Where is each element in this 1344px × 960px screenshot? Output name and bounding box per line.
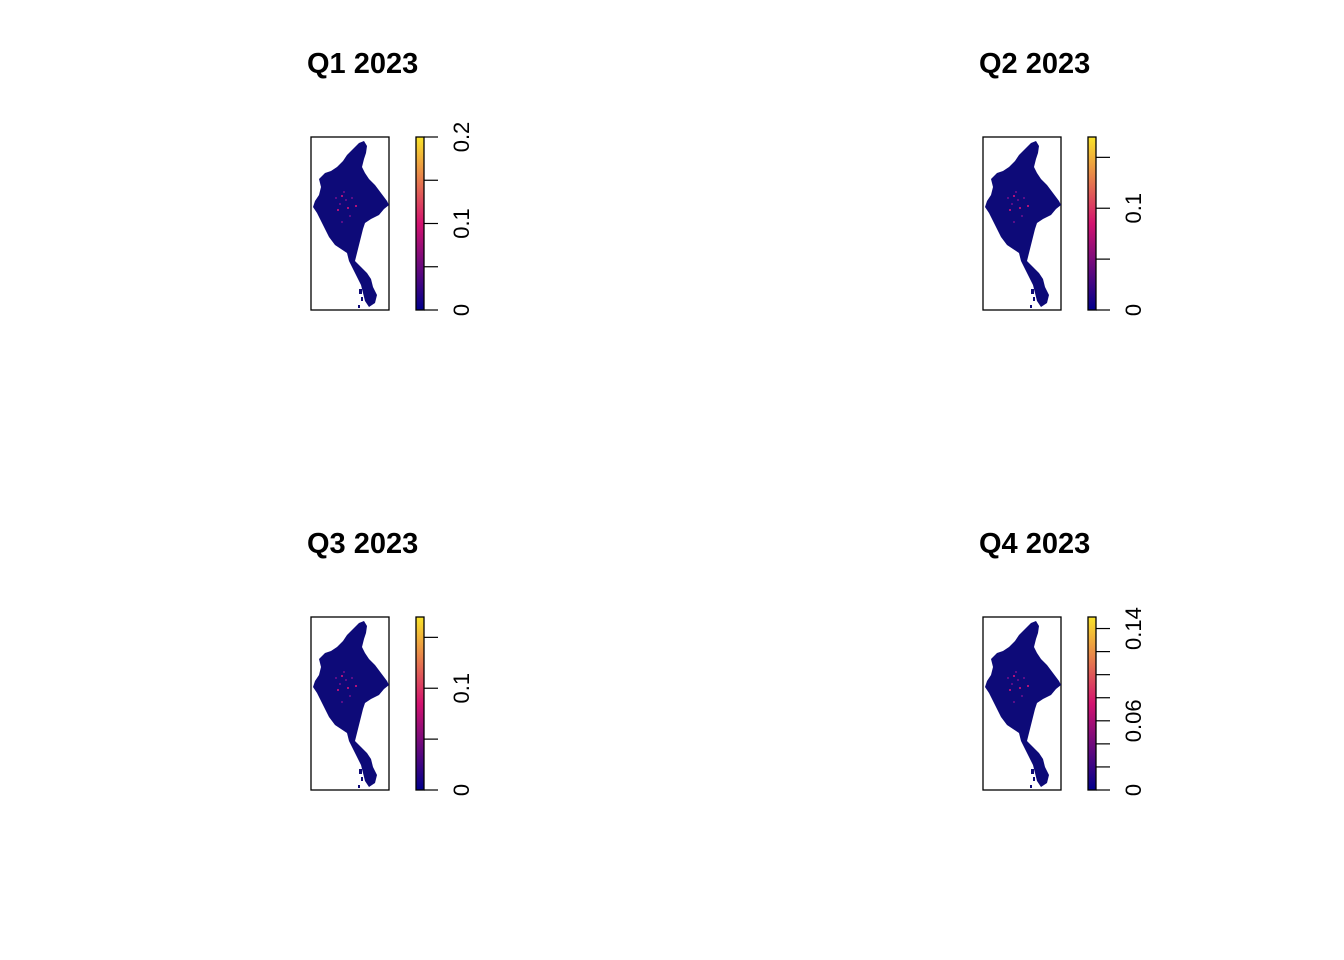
legend-tick-label: 0.1: [1121, 193, 1146, 224]
hotspot-pixel: [349, 215, 351, 217]
legend-tick-label: 0.06: [1121, 699, 1146, 742]
map-frame: [982, 616, 1062, 791]
hotspot-pixel: [1021, 695, 1023, 697]
island-shape: [359, 289, 362, 294]
island-shape: [1030, 785, 1032, 788]
hotspot-pixel: [345, 679, 347, 681]
country-shape: [985, 621, 1061, 787]
island-shape: [1030, 305, 1032, 308]
hotspot-pixel: [1023, 677, 1025, 679]
hotspot-pixel: [1009, 689, 1011, 691]
hotspot-pixel: [335, 197, 337, 199]
hotspot-pixel: [339, 203, 341, 205]
island-shape: [359, 769, 362, 774]
legend-tick-label: 0: [449, 304, 474, 316]
legend-tick-label: 0.1: [449, 673, 474, 704]
legend-tick-label: 0.2: [449, 122, 474, 153]
island-shape: [358, 305, 360, 308]
legend-colorbar: [415, 616, 425, 791]
hotspot-pixel: [347, 687, 349, 689]
legend-tick-label: 0.1: [449, 208, 474, 239]
island-shape: [361, 297, 363, 301]
hotspot-pixel: [1017, 679, 1019, 681]
hotspot-pixel: [1019, 207, 1021, 209]
hotspot-pixel: [1017, 199, 1019, 201]
hotspot-pixel: [341, 701, 343, 703]
hotspot-pixel: [337, 209, 339, 211]
hotspot-pixel: [335, 677, 337, 679]
island-shape: [1033, 297, 1035, 301]
hotspot-pixel: [1013, 701, 1015, 703]
panel-title: Q3 2023: [307, 528, 419, 560]
hotspot-pixel: [343, 191, 345, 193]
legend-tick-label: 0: [449, 784, 474, 796]
hotspot-pixel: [1011, 203, 1013, 205]
legend-tick-label: 0: [1121, 304, 1146, 316]
map-frame: [982, 136, 1062, 311]
hotspot-pixel: [341, 221, 343, 223]
hotspot-pixel: [355, 205, 357, 207]
hotspot-pixel: [339, 683, 341, 685]
hotspot-pixel: [1013, 675, 1015, 677]
hotspot-pixel: [1023, 197, 1025, 199]
hotspot-pixel: [349, 695, 351, 697]
map-raster: [313, 621, 389, 788]
map-frame: [310, 616, 390, 791]
hotspot-pixel: [1019, 687, 1021, 689]
hotspot-pixel: [1007, 197, 1009, 199]
island-shape: [1031, 769, 1034, 774]
map-raster: [313, 141, 389, 308]
legend-colorbar: [1087, 616, 1097, 791]
island-shape: [1031, 289, 1034, 294]
hotspot-pixel: [355, 685, 357, 687]
map-frame: [310, 136, 390, 311]
map-raster: [985, 621, 1061, 788]
country-shape: [313, 621, 389, 787]
legend-tick-label: 0: [1121, 784, 1146, 796]
hotspot-pixel: [1007, 677, 1009, 679]
legend-tick-label: 0.14: [1121, 607, 1146, 650]
hotspot-pixel: [341, 195, 343, 197]
hotspot-pixel: [1027, 685, 1029, 687]
hotspot-pixel: [1021, 215, 1023, 217]
hotspot-pixel: [1011, 683, 1013, 685]
hotspot-pixel: [1013, 221, 1015, 223]
hotspot-pixel: [1027, 205, 1029, 207]
hotspot-pixel: [341, 675, 343, 677]
legend-colorbar: [415, 136, 425, 311]
island-shape: [1033, 777, 1035, 781]
legend-colorbar: [1087, 136, 1097, 311]
hotspot-pixel: [1015, 191, 1017, 193]
panel-title: Q2 2023: [979, 48, 1091, 80]
country-shape: [313, 141, 389, 307]
island-shape: [361, 777, 363, 781]
country-shape: [985, 141, 1061, 307]
hotspot-pixel: [1009, 209, 1011, 211]
hotspot-pixel: [337, 689, 339, 691]
hotspot-pixel: [1013, 195, 1015, 197]
panel-title: Q4 2023: [979, 528, 1091, 560]
hotspot-pixel: [343, 671, 345, 673]
map-raster: [985, 141, 1061, 308]
hotspot-pixel: [347, 207, 349, 209]
panel-title: Q1 2023: [307, 48, 419, 80]
hotspot-pixel: [351, 677, 353, 679]
hotspot-pixel: [1015, 671, 1017, 673]
hotspot-pixel: [351, 197, 353, 199]
hotspot-pixel: [345, 199, 347, 201]
island-shape: [358, 785, 360, 788]
